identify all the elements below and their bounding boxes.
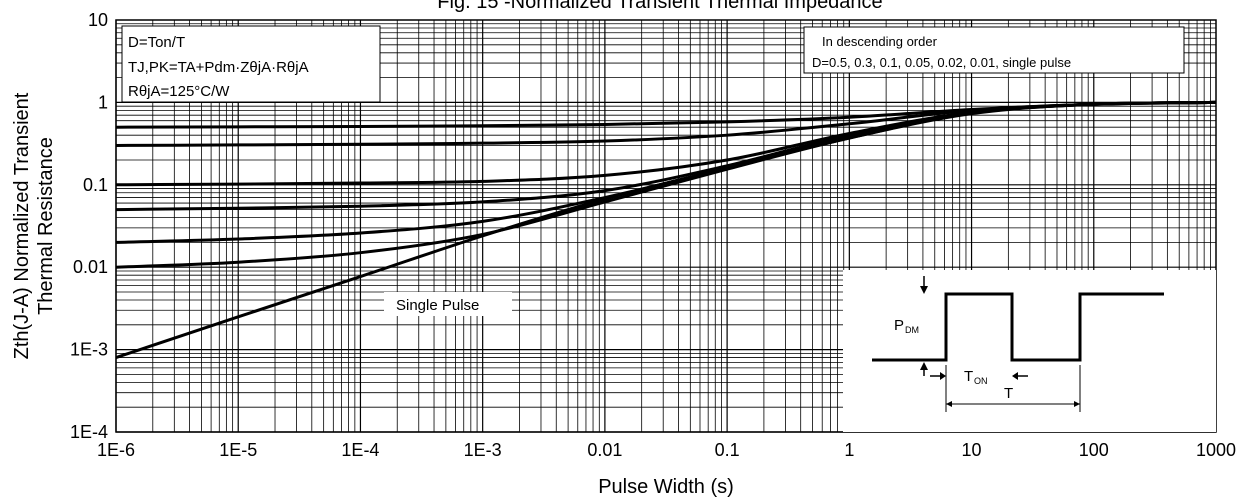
series-line-single-pulse [115, 100, 1217, 360]
series-lines [115, 100, 1217, 360]
y-axis-label-line-1: Zth(J-A) Normalized Transient [11, 92, 33, 359]
y-tick-label: 1E-3 [70, 340, 108, 360]
inset-pdm-label: P [894, 317, 904, 334]
x-tick-label: 0.01 [587, 440, 622, 460]
inset-ton-label: T [964, 368, 973, 385]
box-right-line-2: D=0.5, 0.3, 0.1, 0.05, 0.02, 0.01, singl… [812, 55, 1071, 70]
x-tick-labels: 1E-6 1E-5 1E-4 1E-3 0.01 0.1 1 10 100 1000 [97, 440, 1236, 460]
y-tick-label: 0.01 [73, 257, 108, 277]
x-tick-label: 1E-6 [97, 440, 135, 460]
inset-ton-sub: ON [974, 376, 988, 386]
box-left-line-1: D=Ton/T [128, 34, 185, 51]
x-tick-label: 1000 [1196, 440, 1236, 460]
single-pulse-label: Single Pulse [384, 292, 512, 316]
series-line-d-0-05 [115, 100, 1217, 212]
chart-title: Fig. 15 -Normalized Transient Thermal Im… [437, 0, 882, 13]
inset-t-label: T [1004, 385, 1013, 402]
x-axis-label: Pulse Width (s) [598, 476, 734, 498]
x-tick-label: 1 [844, 440, 854, 460]
box-left-line-2: TJ,PK=TA+Pdm·ZθjA·RθjA [128, 59, 309, 76]
y-tick-label: 1 [98, 92, 108, 112]
x-tick-label: 100 [1079, 440, 1109, 460]
y-tick-label: 10 [88, 10, 108, 30]
x-tick-label: 1E-3 [464, 440, 502, 460]
box-left-line-3: RθjA=125°C/W [128, 83, 230, 100]
inset-pdm-sub: DM [905, 325, 919, 335]
x-tick-label: 1E-5 [219, 440, 257, 460]
x-tick-label: 10 [962, 440, 982, 460]
y-tick-label: 0.1 [83, 175, 108, 195]
y-tick-label: 1E-4 [70, 422, 108, 442]
box-right-line-1: In descending order [822, 34, 938, 49]
y-axis-label-line-2: Thermal Resistance [35, 137, 57, 315]
x-tick-label: 0.1 [715, 440, 740, 460]
pulse-inset-diagram: P DM T ON T [843, 270, 1216, 432]
left-annotation-box: D=Ton/T TJ,PK=TA+Pdm·ZθjA·RθjA RθjA=125°… [121, 25, 381, 103]
x-tick-label: 1E-4 [341, 440, 379, 460]
y-tick-labels: 1E-4 1E-3 0.01 0.1 1 10 [70, 10, 108, 442]
single-pulse-text: Single Pulse [396, 297, 479, 314]
plot-frame [115, 19, 1217, 433]
right-annotation-box: In descending order D=0.5, 0.3, 0.1, 0.0… [803, 26, 1185, 74]
